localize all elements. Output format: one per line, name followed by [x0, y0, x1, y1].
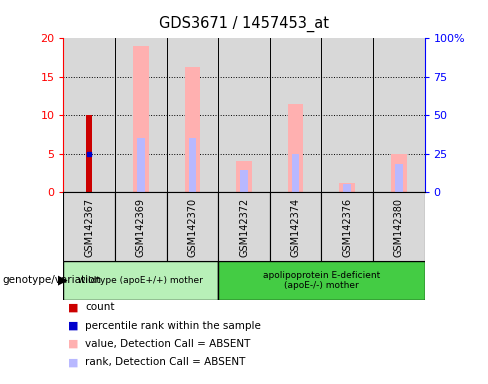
- Text: rank, Detection Call = ABSENT: rank, Detection Call = ABSENT: [85, 358, 246, 367]
- Text: genotype/variation: genotype/variation: [2, 275, 102, 285]
- Bar: [236, 161, 252, 192]
- Bar: [322, 38, 373, 192]
- Bar: [137, 138, 145, 192]
- Text: ■: ■: [68, 302, 79, 312]
- Bar: [373, 192, 425, 261]
- Bar: [218, 38, 270, 192]
- Text: GDS3671 / 1457453_at: GDS3671 / 1457453_at: [159, 15, 329, 31]
- Text: GSM142370: GSM142370: [187, 197, 198, 257]
- Bar: [86, 115, 92, 192]
- Bar: [218, 261, 425, 300]
- Bar: [184, 67, 200, 192]
- Bar: [63, 261, 218, 300]
- Text: ▶: ▶: [58, 274, 67, 287]
- Bar: [63, 192, 115, 261]
- Bar: [373, 38, 425, 192]
- Text: GSM142376: GSM142376: [342, 197, 352, 257]
- Text: GSM142369: GSM142369: [136, 197, 146, 257]
- Bar: [166, 38, 218, 192]
- Text: GSM142372: GSM142372: [239, 197, 249, 257]
- Bar: [115, 38, 166, 192]
- Text: GSM142367: GSM142367: [84, 197, 94, 257]
- Text: value, Detection Call = ABSENT: value, Detection Call = ABSENT: [85, 339, 251, 349]
- Bar: [240, 170, 248, 192]
- Bar: [63, 38, 115, 192]
- Text: apolipoprotein E-deficient
(apoE-/-) mother: apolipoprotein E-deficient (apoE-/-) mot…: [263, 271, 380, 290]
- Bar: [270, 192, 322, 261]
- Text: percentile rank within the sample: percentile rank within the sample: [85, 321, 261, 331]
- Bar: [340, 183, 355, 192]
- Text: GSM142380: GSM142380: [394, 197, 404, 257]
- Bar: [391, 154, 407, 192]
- Text: wildtype (apoE+/+) mother: wildtype (apoE+/+) mother: [79, 276, 203, 285]
- Text: ■: ■: [68, 339, 79, 349]
- Bar: [344, 184, 351, 192]
- Bar: [115, 192, 166, 261]
- Bar: [188, 138, 196, 192]
- Text: count: count: [85, 302, 115, 312]
- Bar: [288, 104, 304, 192]
- Bar: [395, 164, 403, 192]
- Text: GSM142374: GSM142374: [290, 197, 301, 257]
- Bar: [270, 38, 322, 192]
- Bar: [166, 192, 218, 261]
- Text: ■: ■: [68, 321, 79, 331]
- Bar: [218, 192, 270, 261]
- Bar: [322, 192, 373, 261]
- Text: ■: ■: [68, 358, 79, 367]
- Bar: [133, 46, 148, 192]
- Bar: [292, 154, 300, 192]
